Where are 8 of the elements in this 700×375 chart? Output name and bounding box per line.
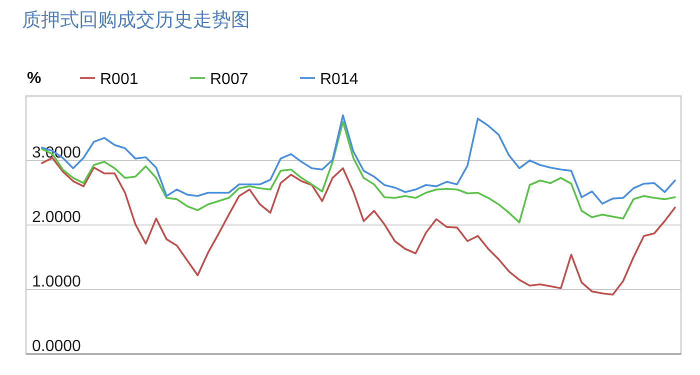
legend-label: R014 [320, 71, 358, 88]
legend-label: R007 [210, 71, 248, 88]
y-tick-label: 0.0000 [32, 338, 82, 355]
legend-label: R001 [100, 71, 138, 88]
chart-title: 质押式回购成交历史走势图 [22, 9, 250, 31]
y-tick-label: 2.0000 [32, 209, 82, 226]
y-axis-title: % [27, 70, 42, 87]
y-tick-label: 1.0000 [32, 274, 82, 290]
